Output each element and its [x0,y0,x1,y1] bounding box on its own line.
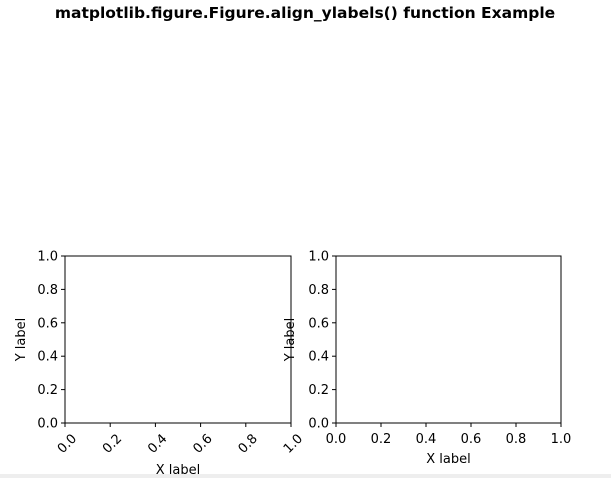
x-tick-label: 1.0 [551,432,572,447]
y-tick-label: 0.4 [308,350,329,365]
x-tick-label: 0.2 [100,431,125,456]
y-tick-label: 0.8 [37,283,58,298]
x-tick-label: 0.0 [55,431,80,456]
y-tick-label: 0.2 [37,383,58,398]
x-tick-label: 0.6 [461,432,482,447]
x-tick-label: 0.4 [416,432,437,447]
y-tick-label: 0.8 [308,283,329,298]
bottom-strip [0,474,611,478]
x-tick-label: 0.8 [236,431,261,456]
x-tick-label: 0.4 [145,431,170,456]
x-tick-label: 0.0 [326,432,347,447]
y-tick-label: 1.0 [308,250,329,265]
y-tick-label: 0.0 [308,417,329,432]
x-tick-label: 0.2 [371,432,392,447]
y-axis-label: Y label [14,318,29,363]
y-tick-label: 0.2 [308,383,329,398]
axes-1: 0.00.20.40.60.81.00.0 0.2 0.4 0.6 0.8 1.0X la… [14,250,306,478]
y-tick-label: 0.6 [308,316,329,331]
x-tick-label: 0.6 [190,431,215,456]
x-tick-label: 1.0 [281,431,306,456]
plot-frame [64,255,292,424]
axes-2: 0.00.20.40.60.81.00.0 0.2 0.4 0.6 0.8 1.0X la… [283,250,571,468]
y-tick-label: 0.0 [37,417,58,432]
y-axis-label: Y label [283,318,298,363]
y-tick-label: 0.4 [37,350,58,365]
y-tick-label: 1.0 [37,250,58,265]
y-tick-label: 0.6 [37,316,58,331]
figure-title: matplotlib.figure.Figure.align_ylabels()… [55,4,555,22]
x-tick-label: 0.8 [506,432,527,447]
x-axis-label: X label [426,452,470,467]
plot-frame [335,255,562,424]
